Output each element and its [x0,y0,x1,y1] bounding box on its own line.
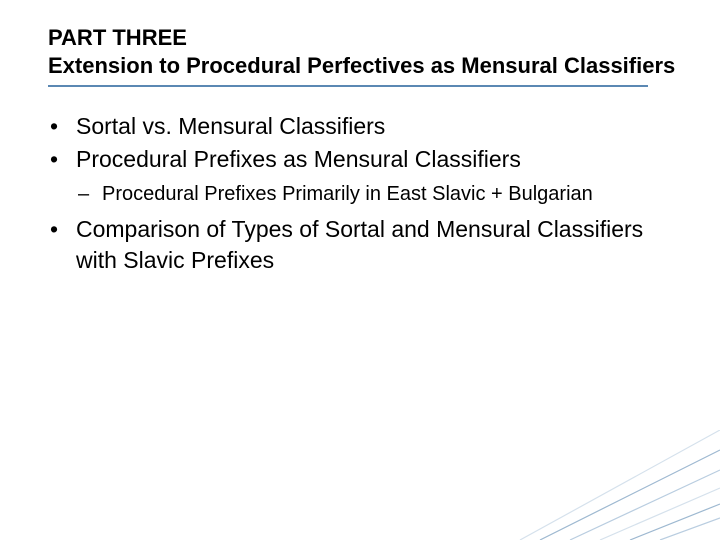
slide: PART THREE Extension to Procedural Perfe… [0,0,720,540]
bullet-list: Sortal vs. Mensural Classifiers Procedura… [48,111,688,276]
bullet-text: Comparison of Types of Sortal and Mensur… [76,216,643,273]
bullet-item: Sortal vs. Mensural Classifiers [48,111,688,142]
deco-line-5 [660,518,720,540]
bullet-item: Procedural Prefixes as Mensural Classifi… [48,144,688,208]
bullet-item: Comparison of Types of Sortal and Mensur… [48,214,688,276]
bullet-text: Sortal vs. Mensural Classifiers [76,113,385,139]
sub-bullet-list: Procedural Prefixes Primarily in East Sl… [76,181,688,208]
title-line-1: PART THREE [48,24,688,52]
title-block: PART THREE Extension to Procedural Perfe… [48,24,688,79]
corner-decoration [500,430,720,540]
decoration-lines [520,430,720,540]
sub-bullet-item: Procedural Prefixes Primarily in East Sl… [76,181,688,208]
deco-line-6 [520,430,720,540]
title-line-2: Extension to Procedural Perfectives as M… [48,52,688,80]
sub-bullet-text: Procedural Prefixes Primarily in East Sl… [102,183,593,205]
bullet-text: Procedural Prefixes as Mensural Classifi… [76,146,521,172]
deco-line-4 [630,504,720,540]
deco-line-1 [540,450,720,540]
title-underline [48,85,648,87]
deco-line-3 [600,488,720,540]
deco-line-2 [570,470,720,540]
